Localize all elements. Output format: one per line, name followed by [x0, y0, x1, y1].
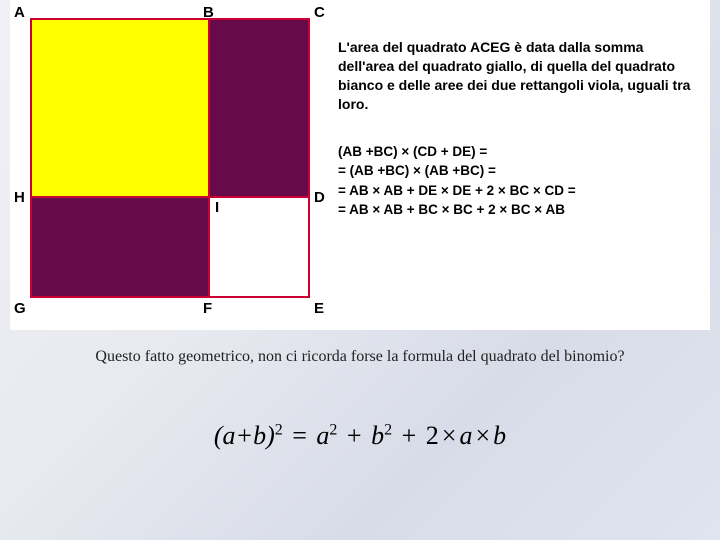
- label-H: H: [14, 189, 25, 206]
- equations-block: (AB +BC) × (CD + DE) == (AB +BC) × (AB +…: [338, 142, 698, 220]
- rect-purple-top: [209, 18, 310, 197]
- grid-line: [30, 296, 310, 298]
- caption-text: Questo fatto geometrico, non ci ricorda …: [0, 348, 720, 366]
- description-text: L'area del quadrato ACEG è data dalla so…: [338, 38, 698, 114]
- diagram-area: A B C H I D G F E: [10, 0, 330, 330]
- label-B: B: [203, 4, 214, 21]
- label-I: I: [215, 199, 219, 216]
- formula-lhs-exp: 2: [275, 421, 283, 438]
- label-E: E: [314, 300, 324, 317]
- formula-plus2: +: [399, 421, 420, 450]
- equation-line-1: = (AB +BC) × (AB +BC) =: [338, 161, 698, 181]
- equation-line-2: = AB × AB + DE × DE + 2 × BC × CD =: [338, 181, 698, 201]
- formula-a2-base: a: [316, 421, 329, 450]
- formula-b2-exp: 2: [384, 421, 392, 438]
- label-A: A: [14, 4, 25, 21]
- label-D: D: [314, 189, 325, 206]
- square-yellow: [30, 18, 209, 197]
- equation-line-3: = AB × AB + BC × BC + 2 × BC × AB: [338, 200, 698, 220]
- formula-lhs-base: (a+b): [214, 421, 275, 450]
- grid-line: [308, 18, 310, 298]
- formula-b2-base: b: [371, 421, 384, 450]
- grid-line: [30, 18, 310, 20]
- label-G: G: [14, 300, 26, 317]
- grid-line: [208, 18, 210, 298]
- grid-line: [30, 196, 310, 198]
- top-panel: A B C H I D G F E L'area del quadrato ACEG è dat…: [10, 0, 710, 330]
- square-ACEG: ABCHIDGFE: [30, 18, 310, 298]
- rect-purple-bottom: [30, 197, 209, 298]
- binomial-formula: (a+b)2 = a2 + b2 + 2×a×b: [0, 421, 720, 451]
- equation-line-0: (AB +BC) × (CD + DE) =: [338, 142, 698, 162]
- grid-line: [30, 18, 32, 298]
- formula-2ab: 2×a×b: [426, 421, 506, 450]
- formula-a2-exp: 2: [329, 421, 337, 438]
- text-area: L'area del quadrato ACEG è data dalla so…: [330, 0, 710, 330]
- label-F: F: [203, 300, 212, 317]
- formula-plus1: +: [344, 421, 365, 450]
- formula-eq: =: [289, 421, 310, 450]
- label-C: C: [314, 4, 325, 21]
- square-white: [209, 197, 310, 298]
